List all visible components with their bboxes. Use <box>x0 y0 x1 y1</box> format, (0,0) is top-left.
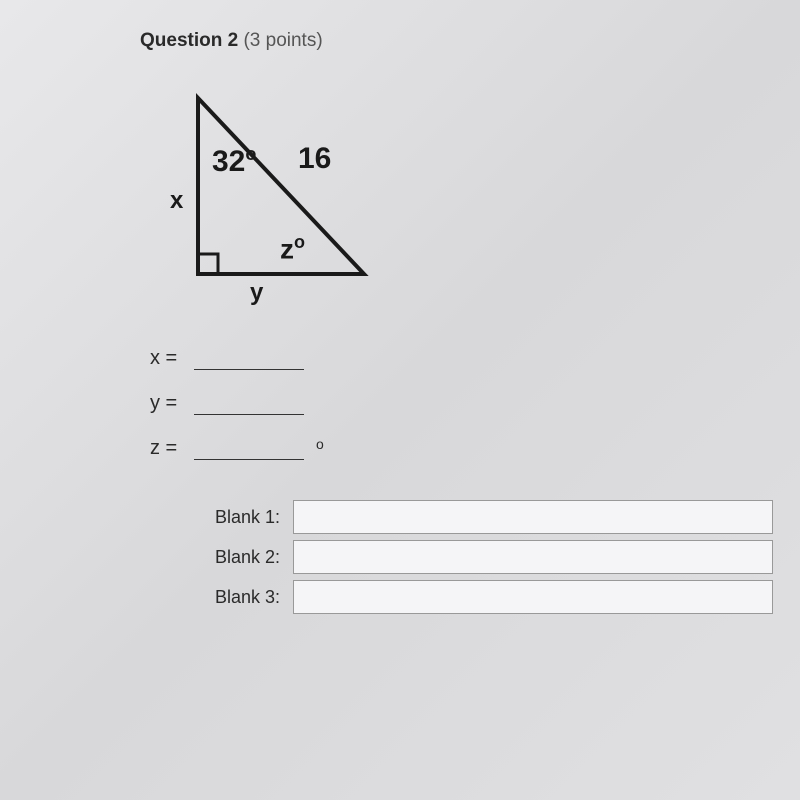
right-angle-marker <box>198 254 218 274</box>
blank-2-input[interactable] <box>293 540 773 574</box>
answer-x-label: x = <box>150 347 190 370</box>
blank-1-row: Blank 1: <box>215 500 800 534</box>
answer-y-label: y = <box>150 392 190 415</box>
blank-2-label: Blank 2: <box>215 547 293 568</box>
answer-row-y: y = <box>150 392 800 415</box>
bottom-angle-label: zo <box>280 232 305 265</box>
question-points: (3 points) <box>238 30 322 51</box>
blank-2-row: Blank 2: <box>215 540 800 574</box>
bottom-side-label: y <box>250 279 263 307</box>
triangle-diagram: 32o 16 x zo y <box>150 82 410 312</box>
blank-1-input[interactable] <box>293 500 773 534</box>
left-side-label: x <box>170 187 183 215</box>
question-header: Question 2 (3 points) <box>140 30 800 52</box>
degree-symbol: o <box>316 436 324 452</box>
blank-3-row: Blank 3: <box>215 580 800 614</box>
answer-z-blank <box>194 438 304 460</box>
blank-3-label: Blank 3: <box>215 587 293 608</box>
answer-z-label: z = <box>150 437 190 460</box>
answer-lines-section: x = y = z = o <box>150 347 800 460</box>
triangle-svg <box>150 82 410 312</box>
answer-row-x: x = <box>150 347 800 370</box>
top-angle-label: 32o <box>212 144 256 179</box>
answer-row-z: z = o <box>150 437 800 460</box>
hypotenuse-label: 16 <box>298 142 331 176</box>
blank-1-label: Blank 1: <box>215 507 293 528</box>
blank-3-input[interactable] <box>293 580 773 614</box>
answer-x-blank <box>194 348 304 370</box>
answer-y-blank <box>194 393 304 415</box>
input-section: Blank 1: Blank 2: Blank 3: <box>215 500 800 614</box>
question-number: Question 2 <box>140 30 238 51</box>
